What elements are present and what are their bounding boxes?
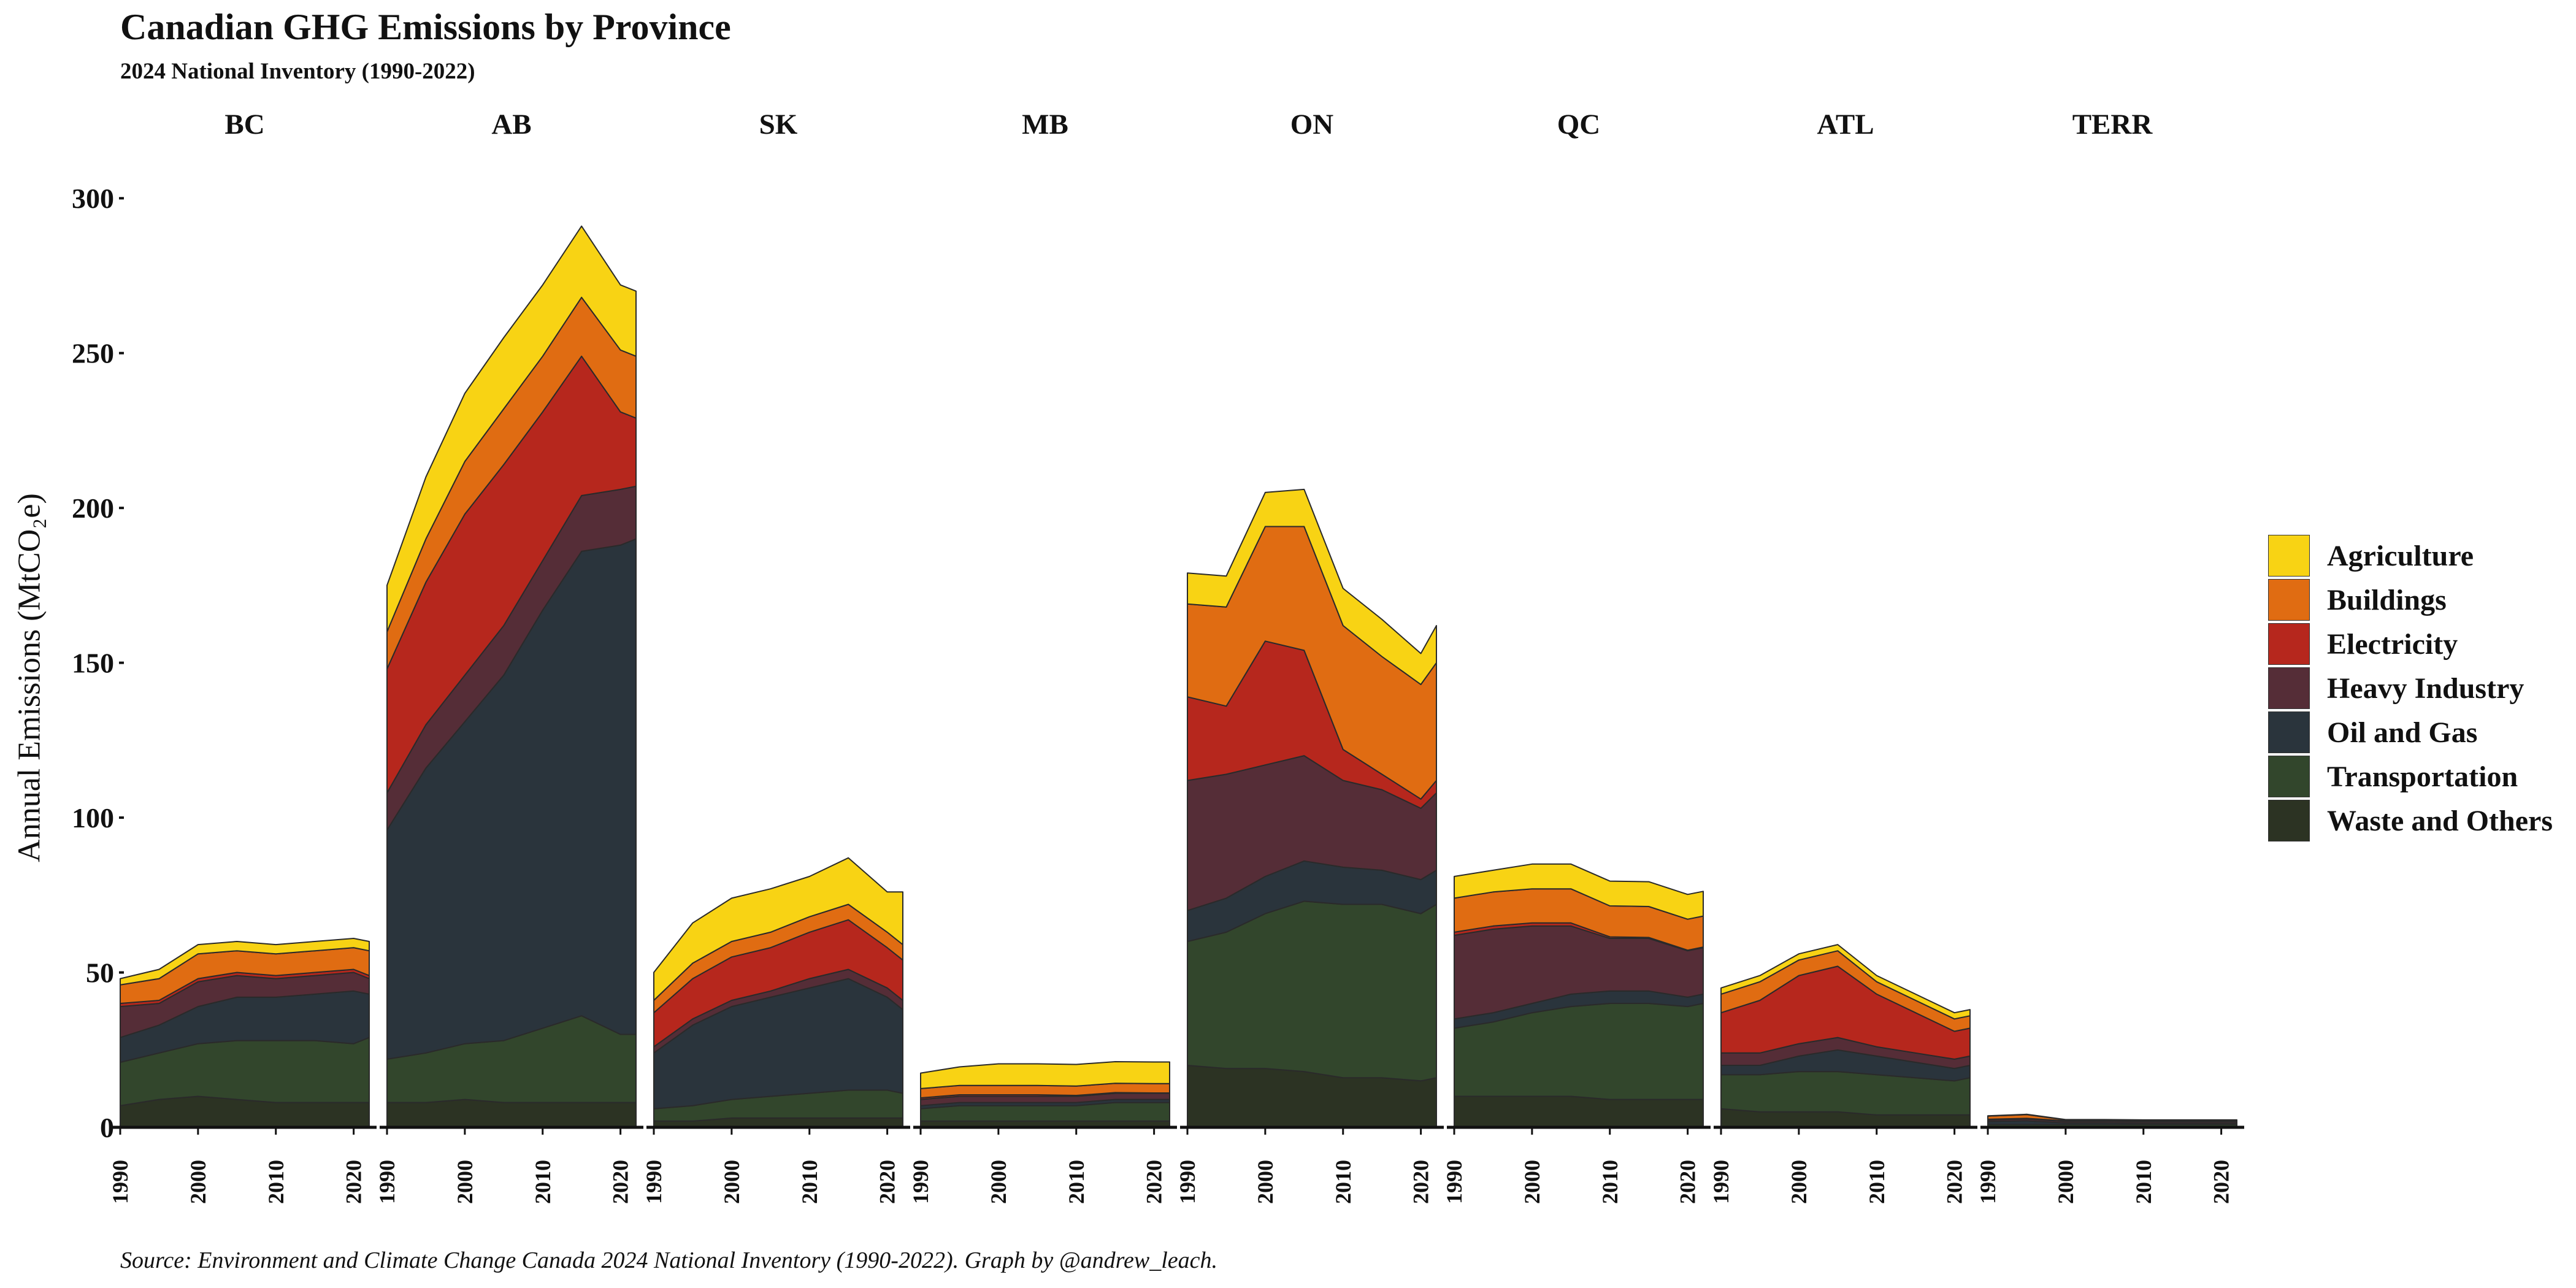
x-tick-label-sk-2020: 2020 (875, 1160, 900, 1204)
x-tick-label-sk-2000: 2000 (719, 1160, 744, 1204)
x-tick-label-bc-1990: 1990 (108, 1160, 132, 1204)
y-tick-label-0: 0 (100, 1112, 114, 1143)
y-tick-label-250: 250 (72, 338, 114, 369)
x-tick-label-bc-2020: 2020 (342, 1160, 366, 1204)
area-atl-agriculture (1720, 944, 1971, 1020)
x-tick-label-sk-1990: 1990 (642, 1160, 666, 1204)
x-tick-label-terr-2010: 2010 (2131, 1160, 2156, 1204)
x-tick-label-bc-2010: 2010 (264, 1160, 288, 1204)
chart-title: Canadian GHG Emissions by Province (120, 7, 731, 47)
x-tick-label-mb-2000: 2000 (986, 1160, 1011, 1204)
legend-swatch-buildings (2268, 579, 2310, 621)
x-tick-label-terr-2020: 2020 (2209, 1160, 2234, 1204)
source-caption: Source: Environment and Climate Change C… (120, 1248, 1218, 1273)
legend-swatch-transportation (2268, 756, 2310, 797)
legend-swatch-oil-and-gas (2268, 711, 2310, 753)
legend-label-waste-and-others: Waste and Others (2327, 804, 2553, 837)
area-terr-agriculture (1987, 1113, 2237, 1121)
facet-label-on: ON (1290, 109, 1334, 140)
legend-swatch-agriculture (2268, 535, 2310, 577)
x-tick-label-ab-2000: 2000 (453, 1160, 477, 1204)
facet-mb: MB 1990 2000 2010 2020 (908, 109, 1177, 1204)
x-tick-label-terr-1990: 1990 (1976, 1160, 2000, 1204)
y-tick-label-150: 150 (72, 648, 114, 679)
y-tick-label-50: 50 (86, 957, 114, 989)
x-tick-label-qc-1990: 1990 (1442, 1160, 1466, 1204)
area-qc-waste-and-others (1454, 1095, 1704, 1128)
legend-label-heavy-industry: Heavy Industry (2327, 672, 2524, 705)
facet-atl: ATL 1990 2000 2010 2020 (1709, 109, 1977, 1204)
x-tick-label-atl-2010: 2010 (1865, 1160, 1889, 1204)
area-ab-agriculture (386, 225, 637, 633)
legend-swatch-heavy-industry (2268, 667, 2310, 709)
area-bc-agriculture (120, 938, 370, 986)
y-tick-label-200: 200 (72, 493, 114, 524)
x-tick-label-bc-2000: 2000 (186, 1160, 210, 1204)
facet-label-terr: TERR (2072, 109, 2153, 140)
x-tick-label-sk-2010: 2010 (797, 1160, 822, 1204)
x-tick-label-qc-2020: 2020 (1676, 1160, 1700, 1204)
facet-label-ab: AB (491, 109, 531, 140)
area-mb-agriculture (920, 1061, 1170, 1089)
x-tick-label-ab-2010: 2010 (531, 1160, 555, 1204)
legend-item-transportation: Transportation (2268, 754, 2553, 799)
legend-item-heavy-industry: Heavy Industry (2268, 666, 2553, 710)
legend: Agriculture Buildings Electricity Heavy … (2268, 534, 2553, 843)
facet-label-sk: SK (759, 109, 798, 140)
legend-item-oil-and-gas: Oil and Gas (2268, 710, 2553, 754)
legend-label-oil-and-gas: Oil and Gas (2327, 716, 2478, 749)
facet-sk: SK 1990 2000 2010 2020 (642, 109, 910, 1204)
legend-swatch-waste-and-others (2268, 800, 2310, 841)
x-tick-label-on-2000: 2000 (1253, 1160, 1278, 1204)
facet-label-mb: MB (1022, 109, 1068, 140)
x-tick-label-terr-2000: 2000 (2053, 1160, 2078, 1204)
legend-item-agriculture: Agriculture (2268, 534, 2553, 578)
area-on-agriculture (1187, 488, 1437, 685)
x-tick-label-on-2020: 2020 (1409, 1160, 1433, 1204)
x-tick-label-ab-2020: 2020 (608, 1160, 633, 1204)
facet-label-bc: BC (224, 109, 264, 140)
legend-label-transportation: Transportation (2327, 760, 2518, 793)
legend-swatch-electricity (2268, 623, 2310, 665)
x-tick-label-ab-1990: 1990 (375, 1160, 399, 1204)
facet-on: ON 1990 2000 2010 2020 (1175, 109, 1444, 1204)
area-ab-waste-and-others (386, 1098, 637, 1128)
x-tick-label-on-2010: 2010 (1331, 1160, 1355, 1204)
legend-item-waste-and-others: Waste and Others (2268, 799, 2553, 843)
y-tick-label-300: 300 (72, 183, 114, 214)
facet-label-atl: ATL (1817, 109, 1874, 140)
x-tick-label-atl-2020: 2020 (1942, 1160, 1967, 1204)
legend-item-electricity: Electricity (2268, 622, 2553, 666)
facet-terr: TERR 1990 2000 2010 2020 (1976, 109, 2244, 1204)
facet-label-qc: QC (1557, 109, 1601, 140)
legend-label-electricity: Electricity (2327, 627, 2458, 661)
chart-subtitle: 2024 National Inventory (1990-2022) (120, 59, 475, 84)
facet-bc: BC 1990 2000 2010 2020 (108, 109, 377, 1204)
facet-ab: AB 1990 2000 2010 2020 (375, 109, 643, 1204)
x-tick-label-qc-2000: 2000 (1520, 1160, 1544, 1204)
x-tick-label-atl-2000: 2000 (1787, 1160, 1811, 1204)
legend-label-buildings: Buildings (2327, 583, 2447, 616)
facet-qc: QC 1990 2000 2010 2020 (1442, 109, 1711, 1204)
legend-label-agriculture: Agriculture (2327, 539, 2474, 572)
x-tick-label-atl-1990: 1990 (1709, 1160, 1733, 1204)
y-tick-label-100: 100 (72, 802, 114, 834)
legend-item-buildings: Buildings (2268, 578, 2553, 622)
x-tick-label-mb-2010: 2010 (1064, 1160, 1089, 1204)
x-tick-label-mb-2020: 2020 (1142, 1160, 1167, 1204)
x-tick-label-qc-2010: 2010 (1598, 1160, 1622, 1204)
x-tick-label-on-1990: 1990 (1175, 1160, 1200, 1204)
area-qc-agriculture (1454, 863, 1704, 920)
x-tick-label-mb-1990: 1990 (908, 1160, 933, 1204)
area-sk-agriculture (653, 857, 903, 1001)
